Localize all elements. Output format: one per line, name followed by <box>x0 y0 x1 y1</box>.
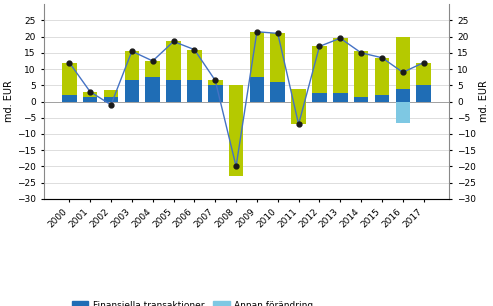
Bar <box>229 85 244 102</box>
Bar <box>62 95 76 102</box>
Y-axis label: md. EUR: md. EUR <box>479 80 489 122</box>
Bar <box>83 92 98 97</box>
Bar <box>271 82 285 102</box>
Bar <box>208 85 222 102</box>
Bar <box>375 58 389 95</box>
Bar <box>417 85 431 102</box>
Bar <box>354 97 368 102</box>
Bar <box>125 80 139 102</box>
Bar <box>395 102 410 123</box>
Bar <box>229 85 244 176</box>
Bar <box>145 61 160 77</box>
Bar <box>104 97 118 102</box>
Bar <box>417 63 431 85</box>
Bar <box>62 63 76 95</box>
Bar <box>271 33 285 82</box>
Y-axis label: md. EUR: md. EUR <box>4 80 14 122</box>
Bar <box>145 77 160 102</box>
Bar <box>83 97 98 102</box>
Bar <box>312 93 327 102</box>
Bar <box>354 51 368 97</box>
Bar <box>187 80 202 102</box>
Bar <box>208 80 222 85</box>
Bar <box>291 88 306 102</box>
Bar <box>333 38 348 93</box>
Bar <box>125 51 139 80</box>
Bar <box>166 80 181 102</box>
Bar <box>395 37 410 88</box>
Bar <box>312 46 327 93</box>
Bar <box>249 32 264 77</box>
Bar <box>187 50 202 80</box>
Bar <box>166 42 181 80</box>
Bar <box>333 93 348 102</box>
Bar <box>395 88 410 102</box>
Bar <box>104 90 118 97</box>
Bar <box>249 77 264 102</box>
Bar <box>291 88 306 124</box>
Bar <box>375 95 389 102</box>
